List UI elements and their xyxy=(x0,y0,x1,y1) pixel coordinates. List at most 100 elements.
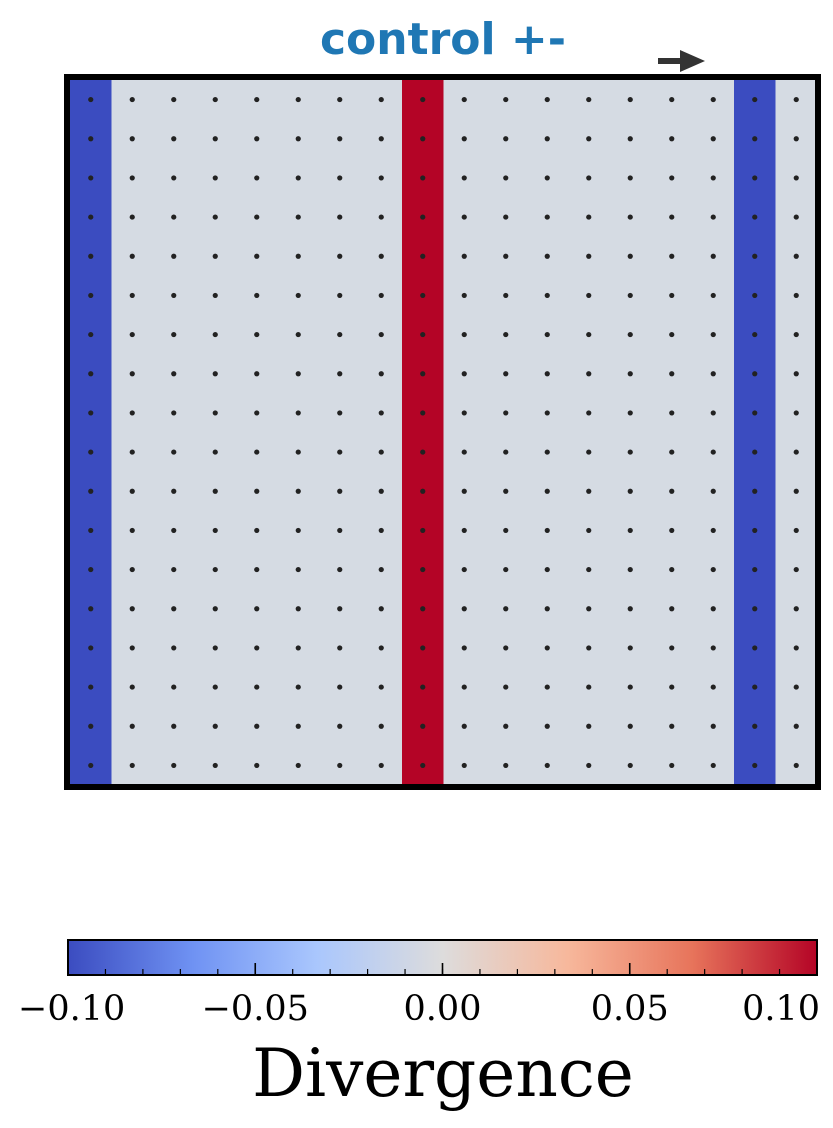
grid-point-marker xyxy=(129,762,135,769)
grid-point-marker xyxy=(420,527,426,534)
heatmap-column xyxy=(236,80,279,785)
grid-point-marker xyxy=(669,684,675,690)
grid-point-marker xyxy=(793,684,799,690)
grid-point-marker xyxy=(129,371,135,377)
grid-point-marker xyxy=(544,723,550,729)
grid-point-marker xyxy=(212,371,218,377)
grid-point-marker xyxy=(212,645,218,651)
grid-point-marker xyxy=(710,449,716,455)
heatmap-column xyxy=(153,80,196,785)
grid-point-marker xyxy=(88,488,94,494)
grid-point-marker xyxy=(378,488,384,494)
grid-point-marker xyxy=(129,292,135,299)
grid-point-marker xyxy=(503,410,509,416)
grid-point-marker xyxy=(503,371,509,377)
grid-point-marker xyxy=(337,410,343,416)
grid-point-marker xyxy=(337,566,343,573)
grid-point-marker xyxy=(88,449,94,455)
grid-point-marker xyxy=(378,606,384,612)
grid-point-marker xyxy=(171,566,177,573)
grid-point-marker xyxy=(254,371,260,377)
grid-point-marker xyxy=(378,566,384,573)
grid-point-marker xyxy=(378,527,384,534)
grid-point-marker xyxy=(254,645,260,651)
grid-point-marker xyxy=(544,214,550,220)
grid-point-marker xyxy=(461,136,467,142)
grid-point-marker xyxy=(710,645,716,651)
heatmap-column xyxy=(194,80,237,785)
grid-point-marker xyxy=(171,136,177,142)
grid-point-marker xyxy=(544,410,550,416)
grid-point-marker xyxy=(88,684,94,690)
grid-point-marker xyxy=(129,449,135,455)
grid-point-marker xyxy=(337,175,343,181)
grid-point-marker xyxy=(212,292,218,299)
heatmap-column xyxy=(319,80,362,785)
grid-point-marker xyxy=(586,253,592,259)
grid-point-marker xyxy=(752,331,758,338)
grid-point-marker xyxy=(254,449,260,455)
grid-point-marker xyxy=(337,723,343,729)
grid-point-marker xyxy=(627,136,633,142)
colorbar-tick-label: 0.05 xyxy=(591,989,669,1029)
grid-point-marker xyxy=(420,253,426,259)
grid-point-marker xyxy=(627,723,633,729)
grid-point-marker xyxy=(461,723,467,729)
grid-point-marker xyxy=(461,371,467,377)
grid-point-marker xyxy=(752,684,758,690)
grid-point-marker xyxy=(793,331,799,338)
grid-point-marker xyxy=(171,449,177,455)
grid-point-marker xyxy=(212,175,218,181)
heatmap-column xyxy=(775,80,818,785)
grid-point-marker xyxy=(669,566,675,573)
grid-point-marker xyxy=(171,645,177,651)
grid-point-marker xyxy=(710,410,716,416)
colorbar-ticks: −0.10 −0.05 0.00 0.05 0.10 xyxy=(18,963,820,1029)
grid-point-marker xyxy=(710,684,716,690)
grid-point-marker xyxy=(295,762,301,769)
grid-point-marker xyxy=(129,410,135,416)
grid-point-marker xyxy=(710,371,716,377)
grid-point-marker xyxy=(378,96,384,103)
heatmap-column xyxy=(692,80,735,785)
grid-point-marker xyxy=(544,527,550,534)
grid-point-marker xyxy=(129,96,135,103)
grid-point-marker xyxy=(212,331,218,338)
colorbar-tick-label: 0.00 xyxy=(404,989,482,1029)
grid-point-marker xyxy=(669,331,675,338)
heatmap-column xyxy=(277,80,320,785)
grid-point-marker xyxy=(627,488,633,494)
grid-point-marker xyxy=(586,527,592,534)
grid-point-marker xyxy=(295,253,301,259)
grid-point-marker xyxy=(627,410,633,416)
grid-point-marker xyxy=(544,331,550,338)
grid-point-marker xyxy=(669,449,675,455)
grid-point-marker xyxy=(212,214,218,220)
grid-point-marker xyxy=(710,292,716,299)
grid-point-marker xyxy=(586,566,592,573)
grid-point-marker xyxy=(378,684,384,690)
grid-point-marker xyxy=(420,136,426,142)
grid-point-marker xyxy=(378,371,384,377)
grid-point-marker xyxy=(212,449,218,455)
grid-point-marker xyxy=(503,527,509,534)
grid-point-marker xyxy=(378,449,384,455)
grid-point-marker xyxy=(544,96,550,103)
grid-point-marker xyxy=(337,762,343,769)
heatmap-column xyxy=(360,80,403,785)
grid-point-marker xyxy=(88,214,94,220)
grid-point-marker xyxy=(461,449,467,455)
grid-point-marker xyxy=(171,214,177,220)
grid-point-marker xyxy=(586,96,592,103)
grid-point-marker xyxy=(503,136,509,142)
grid-point-marker xyxy=(752,136,758,142)
grid-point-marker xyxy=(503,331,509,338)
grid-point-marker xyxy=(627,449,633,455)
grid-point-marker xyxy=(669,410,675,416)
grid-point-marker xyxy=(627,371,633,377)
grid-point-marker xyxy=(378,253,384,259)
grid-point-marker xyxy=(586,331,592,338)
grid-point-marker xyxy=(503,214,509,220)
heatmap-column xyxy=(402,80,445,785)
grid-point-marker xyxy=(88,723,94,729)
